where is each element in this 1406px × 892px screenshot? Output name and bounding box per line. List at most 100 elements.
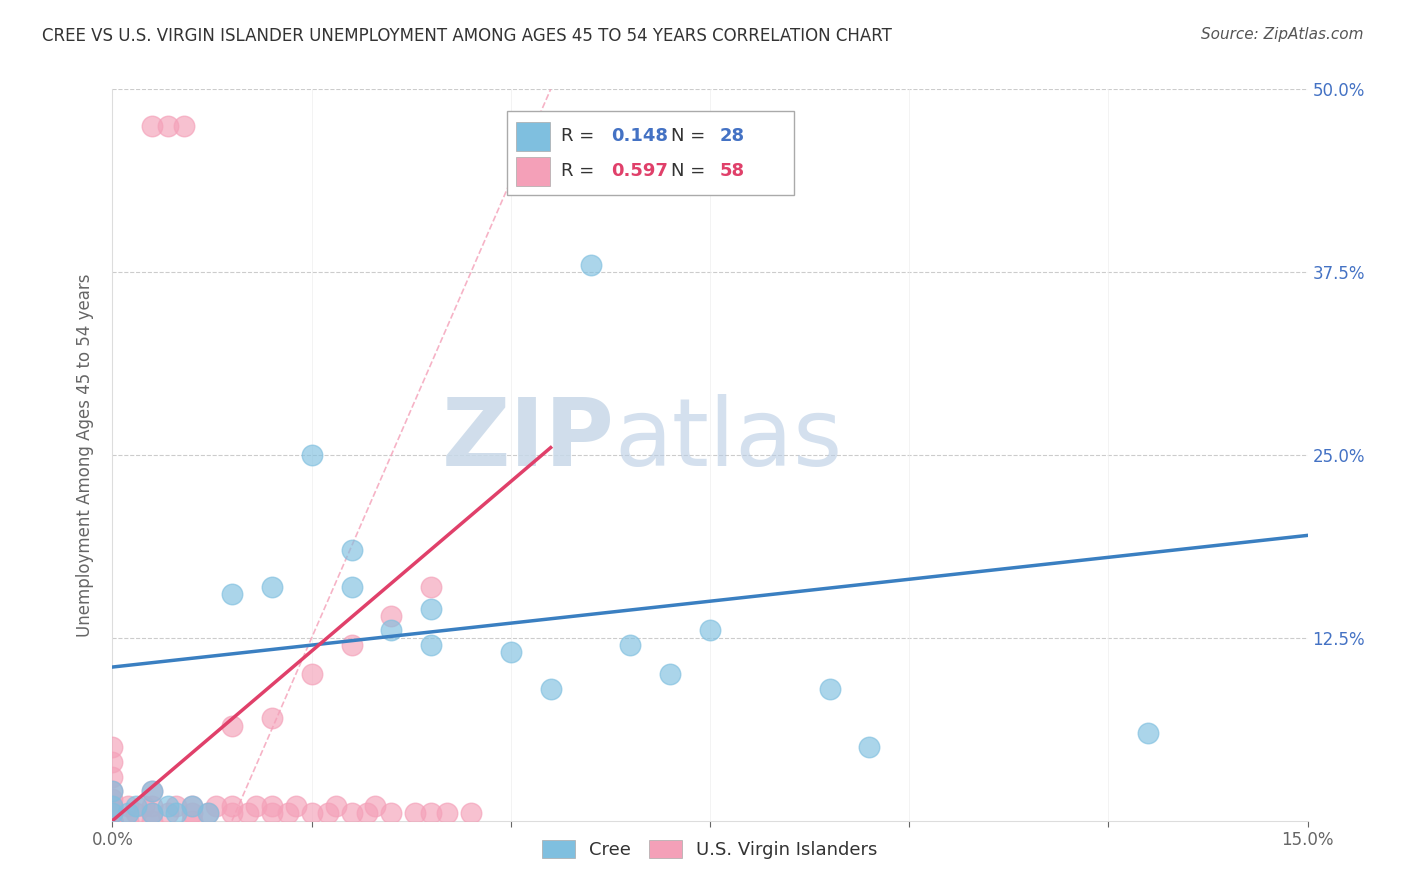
Point bbox=[460, 806, 482, 821]
Point bbox=[101, 784, 124, 798]
Point bbox=[221, 718, 243, 732]
Point bbox=[221, 587, 243, 601]
Point bbox=[173, 119, 195, 133]
Point bbox=[101, 799, 124, 814]
Point bbox=[197, 806, 219, 821]
Point bbox=[141, 784, 163, 798]
Point bbox=[101, 806, 124, 821]
Point bbox=[236, 806, 259, 821]
Point bbox=[380, 806, 402, 821]
Point bbox=[340, 638, 363, 652]
Point bbox=[117, 814, 139, 828]
Point bbox=[101, 791, 124, 805]
Point bbox=[101, 814, 124, 828]
Text: atlas: atlas bbox=[614, 394, 842, 486]
Point bbox=[101, 755, 124, 769]
Point bbox=[260, 580, 283, 594]
Point bbox=[117, 806, 139, 821]
Text: 28: 28 bbox=[720, 127, 745, 145]
Text: N =: N = bbox=[671, 127, 710, 145]
Point bbox=[364, 799, 387, 814]
Point bbox=[659, 667, 682, 681]
Point bbox=[101, 740, 124, 755]
Point bbox=[340, 806, 363, 821]
Point bbox=[301, 448, 323, 462]
Point bbox=[141, 814, 163, 828]
Point bbox=[221, 806, 243, 821]
FancyBboxPatch shape bbox=[516, 122, 550, 152]
Text: CREE VS U.S. VIRGIN ISLANDER UNEMPLOYMENT AMONG AGES 45 TO 54 YEARS CORRELATION : CREE VS U.S. VIRGIN ISLANDER UNEMPLOYMEN… bbox=[42, 27, 891, 45]
Point bbox=[221, 799, 243, 814]
Point bbox=[260, 799, 283, 814]
Point bbox=[141, 784, 163, 798]
Point bbox=[540, 681, 562, 696]
Point bbox=[699, 624, 721, 638]
Point bbox=[260, 711, 283, 725]
Point bbox=[117, 799, 139, 814]
Point bbox=[157, 799, 180, 814]
Point bbox=[181, 814, 204, 828]
Point bbox=[277, 806, 299, 821]
Y-axis label: Unemployment Among Ages 45 to 54 years: Unemployment Among Ages 45 to 54 years bbox=[76, 273, 94, 637]
Point bbox=[141, 806, 163, 821]
Point bbox=[101, 806, 124, 821]
Point bbox=[325, 799, 347, 814]
Point bbox=[157, 119, 180, 133]
Point bbox=[301, 806, 323, 821]
Point bbox=[579, 258, 602, 272]
Point bbox=[141, 799, 163, 814]
Point bbox=[197, 806, 219, 821]
Point bbox=[420, 638, 443, 652]
FancyBboxPatch shape bbox=[516, 157, 550, 186]
Point bbox=[101, 799, 124, 814]
Text: R =: R = bbox=[561, 162, 599, 180]
Point bbox=[101, 770, 124, 784]
Point bbox=[101, 806, 124, 821]
Text: 58: 58 bbox=[720, 162, 745, 180]
Point bbox=[420, 806, 443, 821]
Point bbox=[340, 580, 363, 594]
Point bbox=[404, 806, 426, 821]
Text: N =: N = bbox=[671, 162, 710, 180]
Point bbox=[101, 814, 124, 828]
Point bbox=[101, 784, 124, 798]
Point bbox=[420, 601, 443, 615]
Point bbox=[141, 119, 163, 133]
Point bbox=[101, 814, 124, 828]
Point bbox=[134, 799, 156, 814]
Point bbox=[301, 667, 323, 681]
Text: 0.148: 0.148 bbox=[610, 127, 668, 145]
Text: Source: ZipAtlas.com: Source: ZipAtlas.com bbox=[1201, 27, 1364, 42]
Point bbox=[499, 645, 522, 659]
Point bbox=[380, 608, 402, 623]
Point bbox=[858, 740, 880, 755]
Point bbox=[181, 799, 204, 814]
Point bbox=[101, 814, 124, 828]
Point bbox=[101, 799, 124, 814]
Point bbox=[181, 799, 204, 814]
Point bbox=[818, 681, 841, 696]
Point bbox=[205, 799, 228, 814]
Point bbox=[141, 806, 163, 821]
Point bbox=[284, 799, 307, 814]
Point bbox=[181, 806, 204, 821]
Point bbox=[340, 543, 363, 558]
Point bbox=[380, 624, 402, 638]
Point bbox=[165, 799, 187, 814]
FancyBboxPatch shape bbox=[508, 112, 794, 195]
Legend: Cree, U.S. Virgin Islanders: Cree, U.S. Virgin Islanders bbox=[536, 832, 884, 866]
Text: 0.597: 0.597 bbox=[610, 162, 668, 180]
Point bbox=[1137, 726, 1160, 740]
Point bbox=[165, 806, 187, 821]
Point bbox=[436, 806, 458, 821]
Point bbox=[420, 580, 443, 594]
Point bbox=[125, 799, 148, 814]
Point bbox=[101, 814, 124, 828]
Point bbox=[260, 806, 283, 821]
Point bbox=[356, 806, 378, 821]
Text: R =: R = bbox=[561, 127, 599, 145]
Point bbox=[101, 814, 124, 828]
Point bbox=[157, 806, 180, 821]
Text: ZIP: ZIP bbox=[441, 394, 614, 486]
Point bbox=[125, 806, 148, 821]
